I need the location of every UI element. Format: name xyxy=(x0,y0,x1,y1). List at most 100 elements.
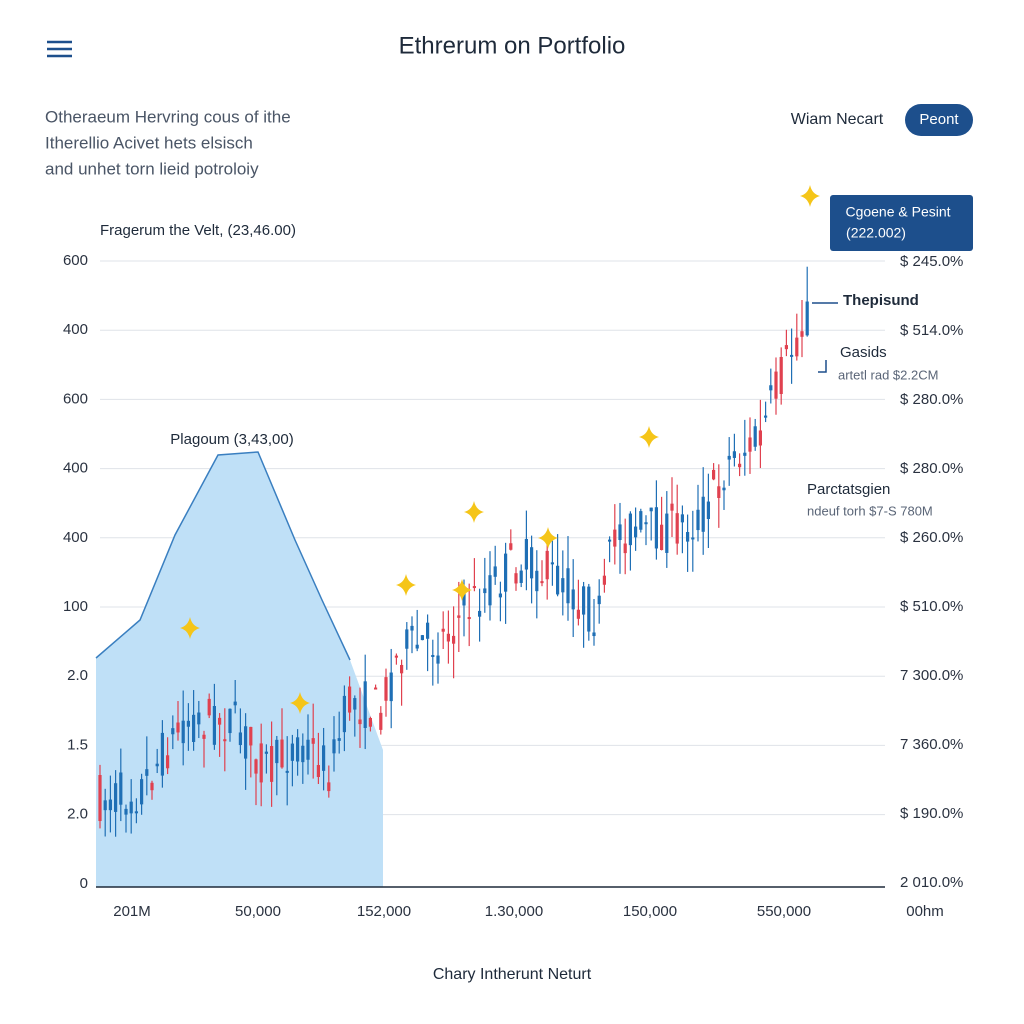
menu-icon[interactable] xyxy=(47,40,72,58)
candle-body xyxy=(280,739,284,768)
candle-body xyxy=(467,617,471,620)
candle-body xyxy=(452,635,456,644)
right-label: $ 280.0% xyxy=(900,391,963,408)
y-label: 100 xyxy=(63,598,88,615)
x-label: 550,000 xyxy=(757,903,811,920)
candle-body xyxy=(358,719,362,725)
button-label[interactable]: Peont xyxy=(919,111,959,128)
candle-body xyxy=(649,507,653,512)
candle-body xyxy=(701,496,705,532)
candle-body xyxy=(264,751,268,754)
candle-body xyxy=(140,779,144,805)
y-label: 1.5 xyxy=(67,736,88,753)
candle-body xyxy=(368,718,372,727)
candle-body xyxy=(805,301,809,336)
y-label: 400 xyxy=(63,529,88,546)
right-label: $ 514.0% xyxy=(900,322,963,339)
right-label: $ 510.0% xyxy=(900,598,963,615)
annotation-title: Gasids xyxy=(840,344,887,361)
candle-body xyxy=(436,655,440,664)
candle-body xyxy=(223,739,227,742)
sparkle xyxy=(639,426,659,448)
sparkle xyxy=(180,617,200,639)
candle-body xyxy=(348,686,352,713)
candle-body xyxy=(332,739,336,754)
candle-body xyxy=(758,430,762,446)
connector xyxy=(818,360,827,373)
candle-body xyxy=(114,783,118,812)
candle-body xyxy=(457,615,461,618)
candle-body xyxy=(98,775,102,822)
candle-body xyxy=(478,610,482,617)
candle-body xyxy=(254,759,258,774)
candle-body xyxy=(441,628,445,632)
candle-body xyxy=(639,511,643,530)
right-label: 7 300.0% xyxy=(900,667,963,684)
candle-body xyxy=(722,487,726,491)
area-line xyxy=(95,451,351,661)
candle-body xyxy=(129,801,133,814)
footer: Chary Intherunt Neturt xyxy=(433,966,592,983)
candle-body xyxy=(602,575,606,585)
sparkle xyxy=(464,501,484,523)
candle-body xyxy=(192,714,196,742)
candle-body xyxy=(561,578,565,593)
candle-body xyxy=(514,573,518,584)
candle-body xyxy=(249,726,253,746)
candle-body xyxy=(103,800,107,811)
candle-body xyxy=(363,681,367,729)
right-label: $ 245.0% xyxy=(900,253,963,270)
candle-body xyxy=(686,532,690,542)
candle-body xyxy=(717,486,721,498)
y-label: 2.0 xyxy=(67,667,88,684)
candle-body xyxy=(732,451,736,458)
candle-body xyxy=(446,633,450,642)
candle-body xyxy=(166,755,170,769)
description: Otheraeum Hervring cous of ithe Itherelli… xyxy=(45,107,291,178)
candle-body xyxy=(706,501,710,519)
candle-body xyxy=(530,547,534,579)
candle-body xyxy=(670,503,674,511)
candle-body xyxy=(623,543,627,554)
candle-body xyxy=(540,581,544,584)
candle-body xyxy=(462,591,466,606)
right-label: 2 010.0% xyxy=(900,874,963,891)
candle-body xyxy=(634,526,638,538)
candle-body xyxy=(233,701,237,706)
candle-body xyxy=(275,739,279,764)
candle-body xyxy=(171,728,175,735)
candle-body xyxy=(134,811,138,814)
sparkle xyxy=(538,527,558,549)
right-label: $ 260.0% xyxy=(900,529,963,546)
y-label: 400 xyxy=(63,321,88,338)
chart-label: Fragerum the Velt, (23,46.00) xyxy=(100,222,296,239)
candle-body xyxy=(550,562,554,565)
candle-body xyxy=(680,514,684,523)
candle-body xyxy=(119,772,123,805)
annotation-note: artetl rad $2.2CM xyxy=(838,367,938,382)
area xyxy=(96,452,383,887)
candle-body xyxy=(415,644,419,649)
candle-body xyxy=(556,565,560,595)
candle-body xyxy=(301,745,305,763)
candle-body xyxy=(784,345,788,350)
x-label: 201M xyxy=(113,903,151,920)
candle-body xyxy=(660,524,664,551)
page-title: Ethrerum on Portfolio xyxy=(399,32,626,59)
candle-body xyxy=(712,469,716,480)
candle-body xyxy=(472,586,476,589)
annotation-title: Parctatsgien xyxy=(807,481,890,498)
candle-body xyxy=(124,808,128,815)
candle-body xyxy=(488,575,492,606)
y-label: 600 xyxy=(63,390,88,407)
button[interactable] xyxy=(905,104,973,136)
annotation-note: ndeuf torh $7-S 780M xyxy=(807,503,933,518)
candle-body xyxy=(285,770,289,773)
candle-body xyxy=(675,513,679,544)
candle-body xyxy=(311,738,315,744)
tooltip-value: (222.002) xyxy=(846,225,906,241)
candle-body xyxy=(571,589,575,610)
candle-body xyxy=(322,745,326,771)
y-label: 0 xyxy=(80,875,88,892)
user-name[interactable]: Wiam Necart xyxy=(791,111,884,128)
